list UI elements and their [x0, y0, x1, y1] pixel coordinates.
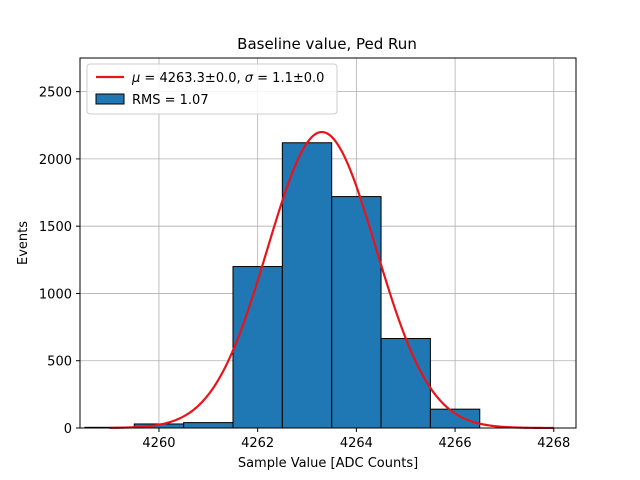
x-axis-label: Sample Value [ADC Counts] — [238, 456, 418, 471]
y-tick-label: 1500 — [39, 220, 72, 235]
legend-sigma-value: = 1.1±0.0 — [253, 71, 324, 86]
legend: μ = 4263.3±0.0, σ = 1.1±0.0 RMS = 1.07 — [86, 63, 338, 115]
histogram-bar — [232, 266, 283, 429]
histogram-bar — [429, 408, 481, 429]
legend-box — [86, 63, 338, 115]
gaussian-fit-curve — [109, 130, 554, 430]
legend-hist-label: RMS = 1.07 — [132, 93, 209, 108]
histogram-bar — [380, 338, 431, 429]
histogram-bar — [183, 422, 234, 429]
histogram-bar — [331, 196, 382, 429]
x-tick-label: 4260 — [142, 436, 175, 451]
x-tick-label: 4264 — [340, 436, 373, 451]
gaussian-fit-curve-group — [109, 130, 554, 430]
y-tick-label: 0 — [64, 422, 72, 437]
y-tick-label: 1000 — [39, 287, 72, 302]
x-tick-label: 4268 — [537, 436, 570, 451]
plot-frame — [79, 57, 577, 429]
y-axis-ticks: 0 500 1000 1500 2000 2500 — [39, 86, 80, 437]
legend-mu-symbol: μ — [131, 71, 140, 86]
x-tick-label: 4262 — [241, 436, 274, 451]
y-tick-label: 2500 — [39, 86, 72, 101]
x-axis-ticks: 4260 4262 4264 4266 4268 — [142, 428, 570, 451]
legend-mu-value: = 4263.3±0.0, — [140, 71, 244, 86]
legend-sigma-symbol: σ — [245, 71, 254, 86]
legend-hist-swatch — [95, 93, 125, 105]
chart-title: Baseline value, Ped Run — [237, 35, 417, 53]
x-tick-label: 4266 — [439, 436, 472, 451]
histogram-bars — [84, 142, 481, 429]
y-axis-label: Events — [16, 221, 31, 265]
y-tick-label: 2000 — [39, 153, 72, 168]
legend-fit-label: μ = 4263.3±0.0, σ = 1.1±0.0 — [131, 71, 324, 86]
y-tick-label: 500 — [47, 355, 72, 370]
histogram-bar — [281, 142, 333, 429]
